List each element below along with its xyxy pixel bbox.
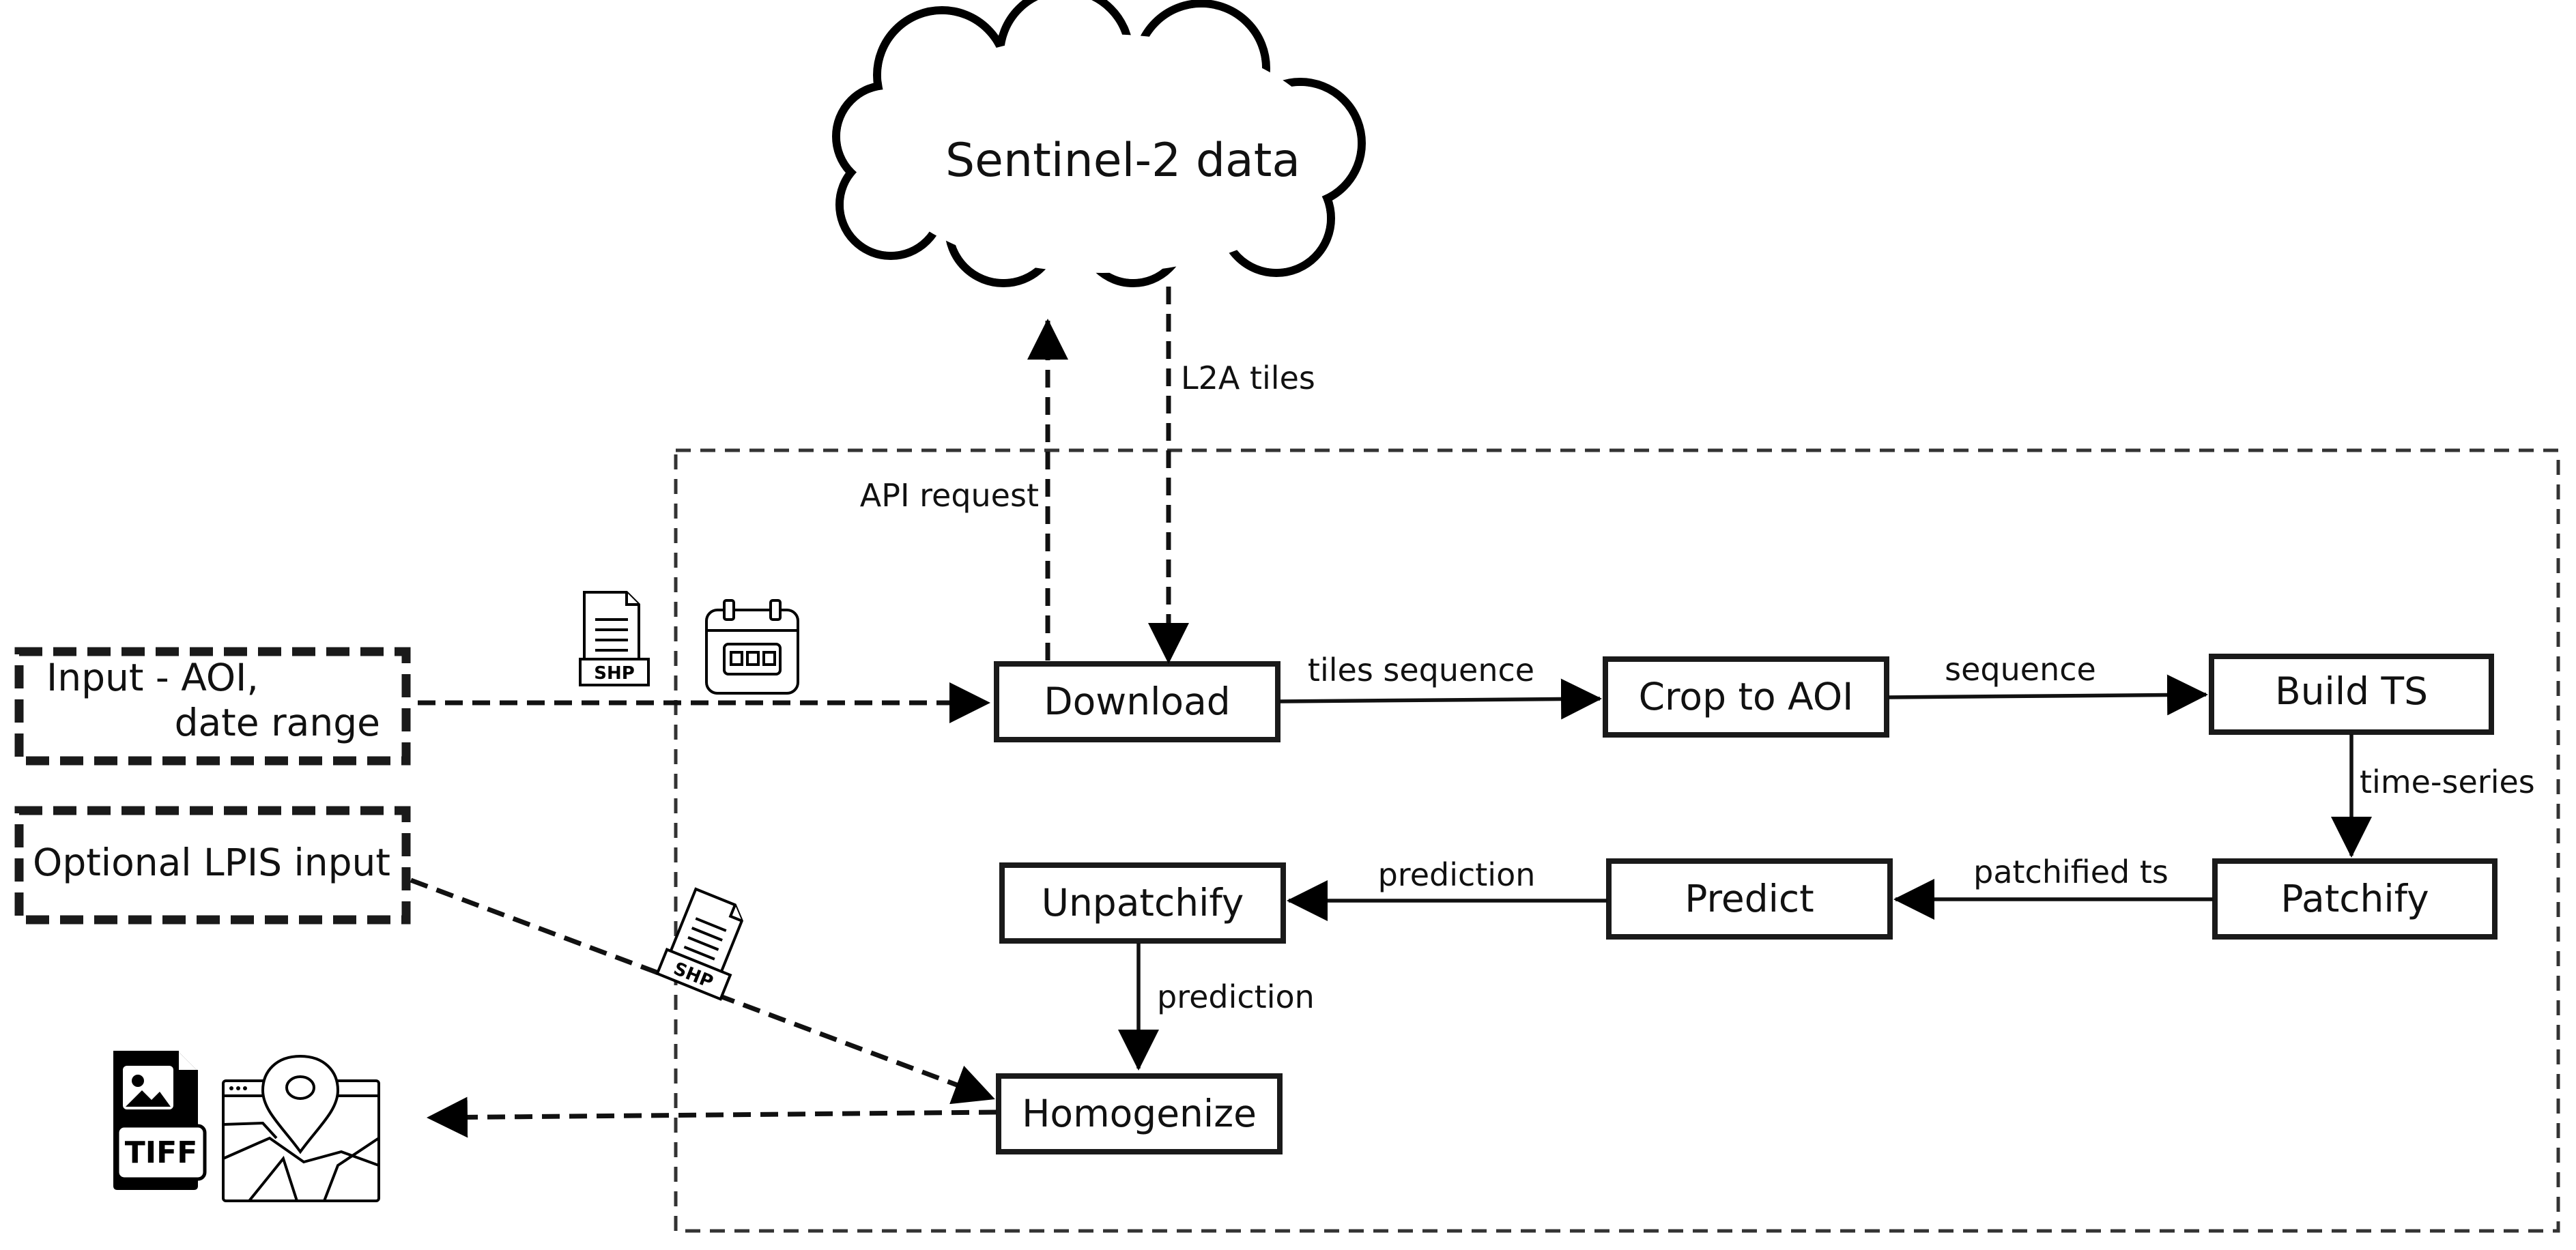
edge-sequence-label: sequence [1945,651,2096,688]
node-crop-to-aoi: Crop to AOI [1603,656,1889,738]
calendar-icon [705,599,799,695]
shp-badge-label: SHP [594,663,635,684]
edge-prediction-1-label: prediction [1378,856,1536,893]
input-aoi-line1: Input - AOI, [46,656,259,699]
edge-api-request-label: API request [860,477,1039,514]
shp-file-icon: SHP [579,591,650,686]
node-download-label: Download [1044,680,1230,723]
node-patchify: Patchify [2212,858,2498,940]
input-aoi-line2: date range [175,701,380,744]
node-predict: Predict [1606,858,1893,940]
node-unpatchify: Unpatchify [999,862,1286,944]
tiff-badge-label: TIFF [125,1135,198,1170]
edge-patchified-ts-label: patchified ts [1973,854,2169,890]
processing-frame [674,448,2560,1233]
input-lpis-box: Optional LPIS input [14,806,411,925]
shp-file-icon: SHP [655,887,744,1001]
node-unpatchify-label: Unpatchify [1042,881,1244,925]
input-lpis-label: Optional LPIS input [33,841,390,884]
tiff-file-icon: TIFF [113,1051,207,1190]
edge-tiles-sequence [1278,678,1602,720]
edge-output [427,1096,997,1138]
node-build-ts-label: Build TS [2275,669,2428,713]
node-crop-label: Crop to AOI [1639,675,1854,718]
edge-l2a-tiles-label: L2A tiles [1181,360,1315,396]
node-download: Download [994,661,1280,742]
edge-time-series-label: time-series [2360,764,2535,800]
node-homogenize-label: Homogenize [1022,1092,1257,1135]
edge-tiles-sequence-label: tiles sequence [1308,652,1534,688]
node-build-ts: Build TS [2209,654,2494,735]
cloud-label: Sentinel-2 data [945,134,1300,188]
node-predict-label: Predict [1685,877,1814,920]
input-aoi-box: Input - AOI, date range [14,647,411,766]
node-patchify-label: Patchify [2280,877,2429,920]
edge-sequence [1887,674,2208,716]
map-icon [222,1054,380,1202]
sentinel-cloud: Sentinel-2 data [832,0,1366,287]
edge-prediction-2-label: prediction [1157,978,1315,1015]
node-homogenize: Homogenize [996,1073,1283,1154]
